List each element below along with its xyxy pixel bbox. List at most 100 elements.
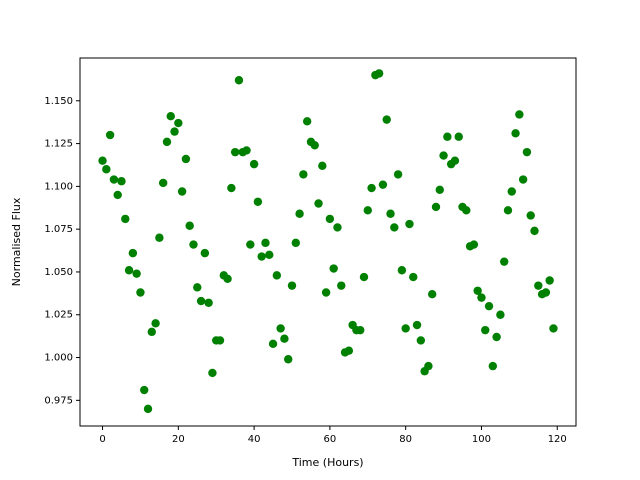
x-tick-label: 20 bbox=[172, 434, 185, 445]
point bbox=[356, 325, 365, 335]
point bbox=[333, 223, 342, 232]
point bbox=[507, 187, 516, 196]
point bbox=[193, 283, 202, 292]
point bbox=[208, 368, 217, 378]
point bbox=[143, 404, 153, 414]
point bbox=[253, 197, 263, 206]
point bbox=[462, 206, 471, 215]
point bbox=[162, 137, 172, 147]
point bbox=[481, 325, 490, 335]
point bbox=[242, 146, 251, 155]
point bbox=[549, 324, 558, 333]
point bbox=[196, 296, 206, 306]
point bbox=[503, 206, 513, 215]
point bbox=[185, 221, 194, 230]
point bbox=[443, 132, 452, 141]
point bbox=[181, 154, 191, 164]
point bbox=[405, 219, 414, 229]
point bbox=[113, 190, 122, 200]
point bbox=[321, 288, 331, 297]
point bbox=[545, 276, 554, 285]
point bbox=[158, 178, 168, 188]
point bbox=[189, 240, 198, 249]
x-axis-label: Time (Hours) bbox=[291, 456, 363, 469]
point bbox=[534, 281, 543, 290]
point bbox=[522, 147, 532, 157]
point bbox=[246, 240, 255, 249]
point bbox=[526, 211, 535, 220]
point bbox=[378, 180, 388, 189]
point bbox=[215, 336, 225, 345]
point bbox=[265, 250, 274, 260]
axes-frame bbox=[79, 57, 577, 427]
point bbox=[109, 175, 119, 184]
point bbox=[257, 252, 266, 261]
point bbox=[234, 76, 244, 85]
point bbox=[124, 266, 134, 275]
point bbox=[492, 332, 501, 342]
x-tick-label: 60 bbox=[324, 434, 337, 445]
x-tick-label: 0 bbox=[99, 434, 105, 445]
y-tick-label: 0.975 bbox=[44, 395, 73, 406]
point bbox=[177, 187, 187, 196]
x-tick-label: 40 bbox=[248, 434, 261, 445]
point bbox=[325, 214, 335, 224]
point bbox=[390, 223, 399, 232]
y-tick-label: 1.125 bbox=[44, 139, 73, 150]
point bbox=[287, 281, 297, 290]
point bbox=[314, 199, 323, 208]
point bbox=[469, 240, 479, 249]
point bbox=[435, 185, 444, 194]
point bbox=[132, 269, 141, 278]
point bbox=[477, 293, 486, 302]
point bbox=[136, 288, 145, 297]
point bbox=[166, 111, 175, 121]
point bbox=[439, 151, 448, 160]
point bbox=[121, 214, 130, 224]
point bbox=[416, 336, 426, 345]
point bbox=[98, 156, 107, 165]
y-tick-label: 1.025 bbox=[44, 310, 73, 321]
point bbox=[428, 290, 437, 299]
point bbox=[401, 324, 410, 333]
point bbox=[147, 327, 157, 337]
point bbox=[128, 248, 138, 258]
point bbox=[291, 238, 300, 248]
point bbox=[359, 272, 369, 282]
point bbox=[367, 183, 376, 193]
x-tick-label: 120 bbox=[548, 434, 567, 445]
point bbox=[276, 324, 285, 333]
point bbox=[302, 117, 312, 126]
point bbox=[530, 226, 539, 236]
point bbox=[363, 206, 372, 215]
y-tick-label: 1.000 bbox=[44, 353, 73, 364]
y-tick-label: 1.150 bbox=[44, 96, 73, 107]
point bbox=[412, 320, 422, 330]
point bbox=[204, 298, 213, 307]
point bbox=[140, 385, 149, 395]
point bbox=[117, 177, 126, 186]
point bbox=[230, 147, 240, 157]
y-tick-label: 1.075 bbox=[44, 224, 73, 235]
point bbox=[431, 202, 441, 212]
point bbox=[268, 339, 278, 349]
point bbox=[511, 129, 520, 138]
point bbox=[488, 361, 498, 371]
point bbox=[409, 272, 418, 282]
point bbox=[450, 156, 460, 165]
point bbox=[174, 118, 183, 128]
point bbox=[280, 334, 289, 343]
point bbox=[344, 346, 354, 355]
point bbox=[223, 274, 232, 283]
x-tick-label: 100 bbox=[472, 434, 491, 445]
point bbox=[155, 233, 164, 242]
point bbox=[284, 355, 293, 364]
point bbox=[374, 69, 384, 78]
point bbox=[397, 266, 407, 275]
point bbox=[249, 159, 259, 169]
point bbox=[382, 115, 391, 124]
point bbox=[541, 288, 551, 297]
point bbox=[299, 170, 308, 179]
point bbox=[151, 319, 160, 328]
